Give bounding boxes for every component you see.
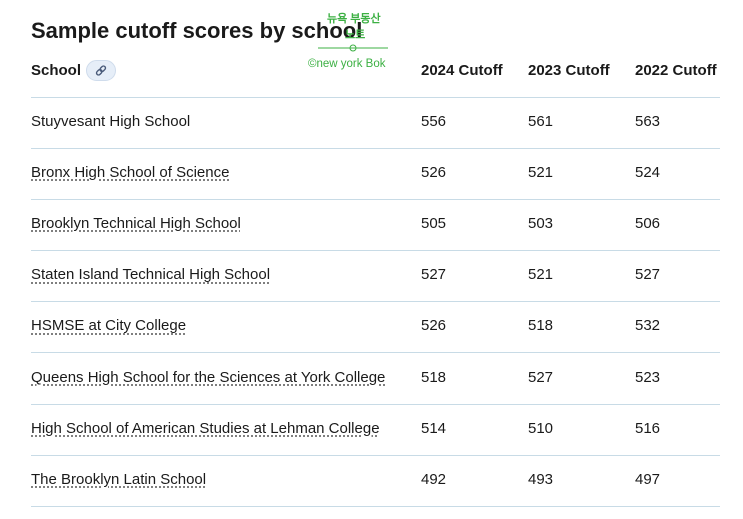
column-header: 2023 Cutoff (528, 62, 610, 79)
cutoff-score: 518 (421, 368, 447, 386)
cutoff-score: 524 (635, 164, 661, 182)
cutoff-score: 561 (528, 113, 554, 130)
row-divider (31, 455, 720, 456)
cutoff-score: 532 (635, 317, 661, 335)
row-divider (31, 506, 720, 507)
school-name[interactable]: Queens High School for the Sciences at Y… (31, 368, 386, 386)
watermark-ornament (318, 44, 388, 52)
watermark: ©new york Bok (308, 58, 386, 70)
cutoff-score: 514 (421, 419, 447, 437)
cutoff-score: 556 (421, 113, 447, 130)
school-name[interactable]: Staten Island Technical High School (31, 266, 271, 284)
cutoff-score: 527 (528, 368, 554, 386)
cutoff-score: 527 (635, 266, 661, 284)
link-button[interactable] (86, 60, 116, 81)
row-divider (31, 199, 720, 200)
column-header: School (31, 62, 82, 79)
cutoff-score: 523 (635, 368, 661, 386)
cutoff-score: 492 (421, 470, 447, 488)
column-header: 2022 Cutoff (635, 62, 717, 79)
row-divider (31, 148, 720, 149)
row-divider (31, 404, 720, 405)
school-name[interactable]: High School of American Studies at Lehma… (31, 419, 380, 437)
cutoff-score: 497 (635, 470, 661, 488)
link-icon (95, 65, 107, 76)
school-name[interactable]: Bronx High School of Science (31, 164, 230, 182)
header-divider (31, 97, 720, 98)
cutoff-score: 563 (635, 113, 661, 130)
cutoff-score: 506 (635, 215, 661, 233)
cutoff-score: 518 (528, 317, 554, 335)
cutoff-score: 505 (421, 215, 447, 233)
watermark: 뉴욕 부동산 (327, 13, 381, 25)
row-divider (31, 301, 720, 302)
school-name: Stuyvesant High School (31, 113, 191, 130)
cutoff-score: 526 (421, 317, 447, 335)
cutoff-score: 521 (528, 164, 554, 182)
school-name[interactable]: The Brooklyn Latin School (31, 470, 207, 488)
cutoff-score: 527 (421, 266, 447, 284)
cutoff-score: 516 (635, 419, 661, 437)
school-name[interactable]: HSMSE at City College (31, 317, 187, 335)
cutoff-score: 503 (528, 215, 554, 233)
cutoff-score: 526 (421, 164, 447, 182)
watermark: 노트 (345, 29, 366, 41)
row-divider (31, 250, 720, 251)
row-divider (31, 352, 720, 353)
cutoff-score: 510 (528, 419, 554, 437)
school-name[interactable]: Brooklyn Technical High School (31, 215, 241, 233)
column-header: 2024 Cutoff (421, 62, 503, 79)
cutoff-score: 493 (528, 470, 554, 488)
table-title: Sample cutoff scores by school (31, 18, 363, 43)
cutoff-score: 521 (528, 266, 554, 284)
